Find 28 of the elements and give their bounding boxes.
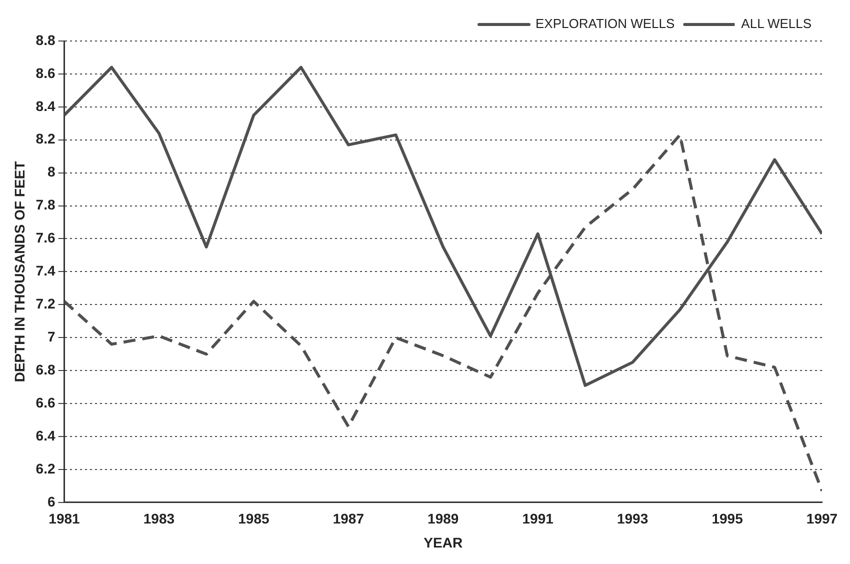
y-tick-label: 7.6 xyxy=(36,230,56,246)
x-tick-label: 1989 xyxy=(428,510,459,527)
x-tick-label: 1995 xyxy=(712,510,744,527)
y-tick-label: 7.8 xyxy=(36,196,56,213)
y-tick-label: 8.2 xyxy=(36,130,56,147)
y-tick-label: 6.8 xyxy=(36,361,56,378)
x-tick-label: 1981 xyxy=(48,510,80,527)
y-tick-label: 7.2 xyxy=(36,296,56,312)
y-tick-label: 6.2 xyxy=(36,460,56,476)
x-tick-label: 1987 xyxy=(332,510,364,527)
x-tick-label: 1983 xyxy=(143,510,175,527)
y-tick-label: 6.6 xyxy=(36,394,56,410)
y-tick-label: 6 xyxy=(47,493,56,510)
y-tick-label: 8.4 xyxy=(36,98,56,114)
x-axis-title: YEAR xyxy=(424,534,463,550)
y-tick-label: 8.6 xyxy=(36,64,56,81)
x-tick-label: 1991 xyxy=(522,510,554,527)
y-axis-title: DEPTH IN THOUSANDS OF FEET xyxy=(11,160,28,382)
x-tick-label: 1997 xyxy=(806,510,838,527)
x-tick-label: 1985 xyxy=(238,510,270,527)
y-tick-label: 8.8 xyxy=(36,32,56,48)
y-tick-label: 7 xyxy=(47,328,56,344)
y-tick-label: 6.4 xyxy=(36,427,56,444)
x-tick-label: 1993 xyxy=(616,510,648,527)
y-tick-label: 8 xyxy=(47,164,56,180)
legend-label: ALL WELLS xyxy=(741,16,812,32)
legend-label: EXPLORATION WELLS xyxy=(536,16,676,32)
y-tick-label: 7.4 xyxy=(36,262,56,279)
